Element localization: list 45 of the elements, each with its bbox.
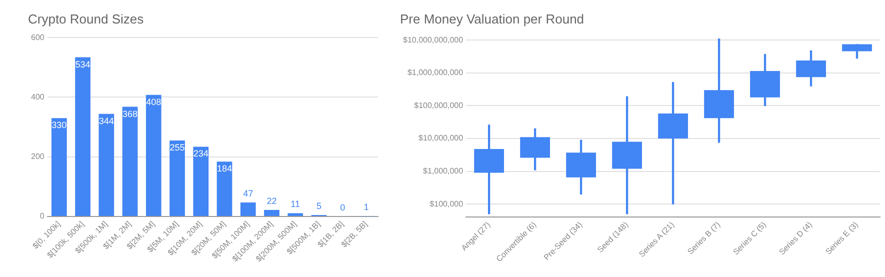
bar [170,140,185,216]
data-label: 22 [266,196,277,206]
y-tick-label: 200 [30,152,45,162]
data-label: 368 [122,108,138,119]
bar [75,57,90,216]
y-tick-label: $1,000,000,000 [407,68,464,78]
candlestick [658,82,688,204]
candlestick [704,38,734,143]
candlestick [612,96,642,214]
y-tick-label: $10,000,000,000 [402,35,464,44]
candlestick [566,140,596,195]
data-label: 534 [75,59,90,70]
bar [240,202,256,216]
bar [288,213,304,216]
y-tick-label: $10,000,000 [418,134,464,143]
y-tick-label: $1,000,000 [423,166,464,176]
data-label: 5 [316,200,322,211]
y-tick-label: 0 [40,212,45,221]
data-label: 408 [146,96,162,107]
data-label: 330 [52,120,67,130]
data-label: 0 [340,202,346,212]
data-label: 1 [364,202,369,212]
candlestick [750,54,780,106]
data-label: 11 [290,199,300,210]
bar [193,146,209,216]
data-label: 184 [216,164,232,174]
candlestick [520,128,550,170]
bar [122,106,138,216]
chart-title: Pre Money Valuation per Round [400,11,584,26]
bar [51,118,67,216]
data-label: 255 [170,142,185,152]
chart-title: Crypto Round Sizes [28,11,144,26]
data-label: 47 [243,188,254,198]
data-label: 344 [98,116,114,126]
candlestick [474,124,504,214]
y-tick-label: 600 [30,32,45,42]
bar [146,94,162,216]
bar [216,162,232,216]
bar [98,114,114,216]
y-tick-label: $100,000 [430,199,464,208]
candlestick [796,50,826,86]
data-label: 234 [193,148,208,159]
y-tick-label: 400 [30,92,45,102]
bar [264,210,280,216]
y-tick-label: $100,000,000 [414,100,464,110]
